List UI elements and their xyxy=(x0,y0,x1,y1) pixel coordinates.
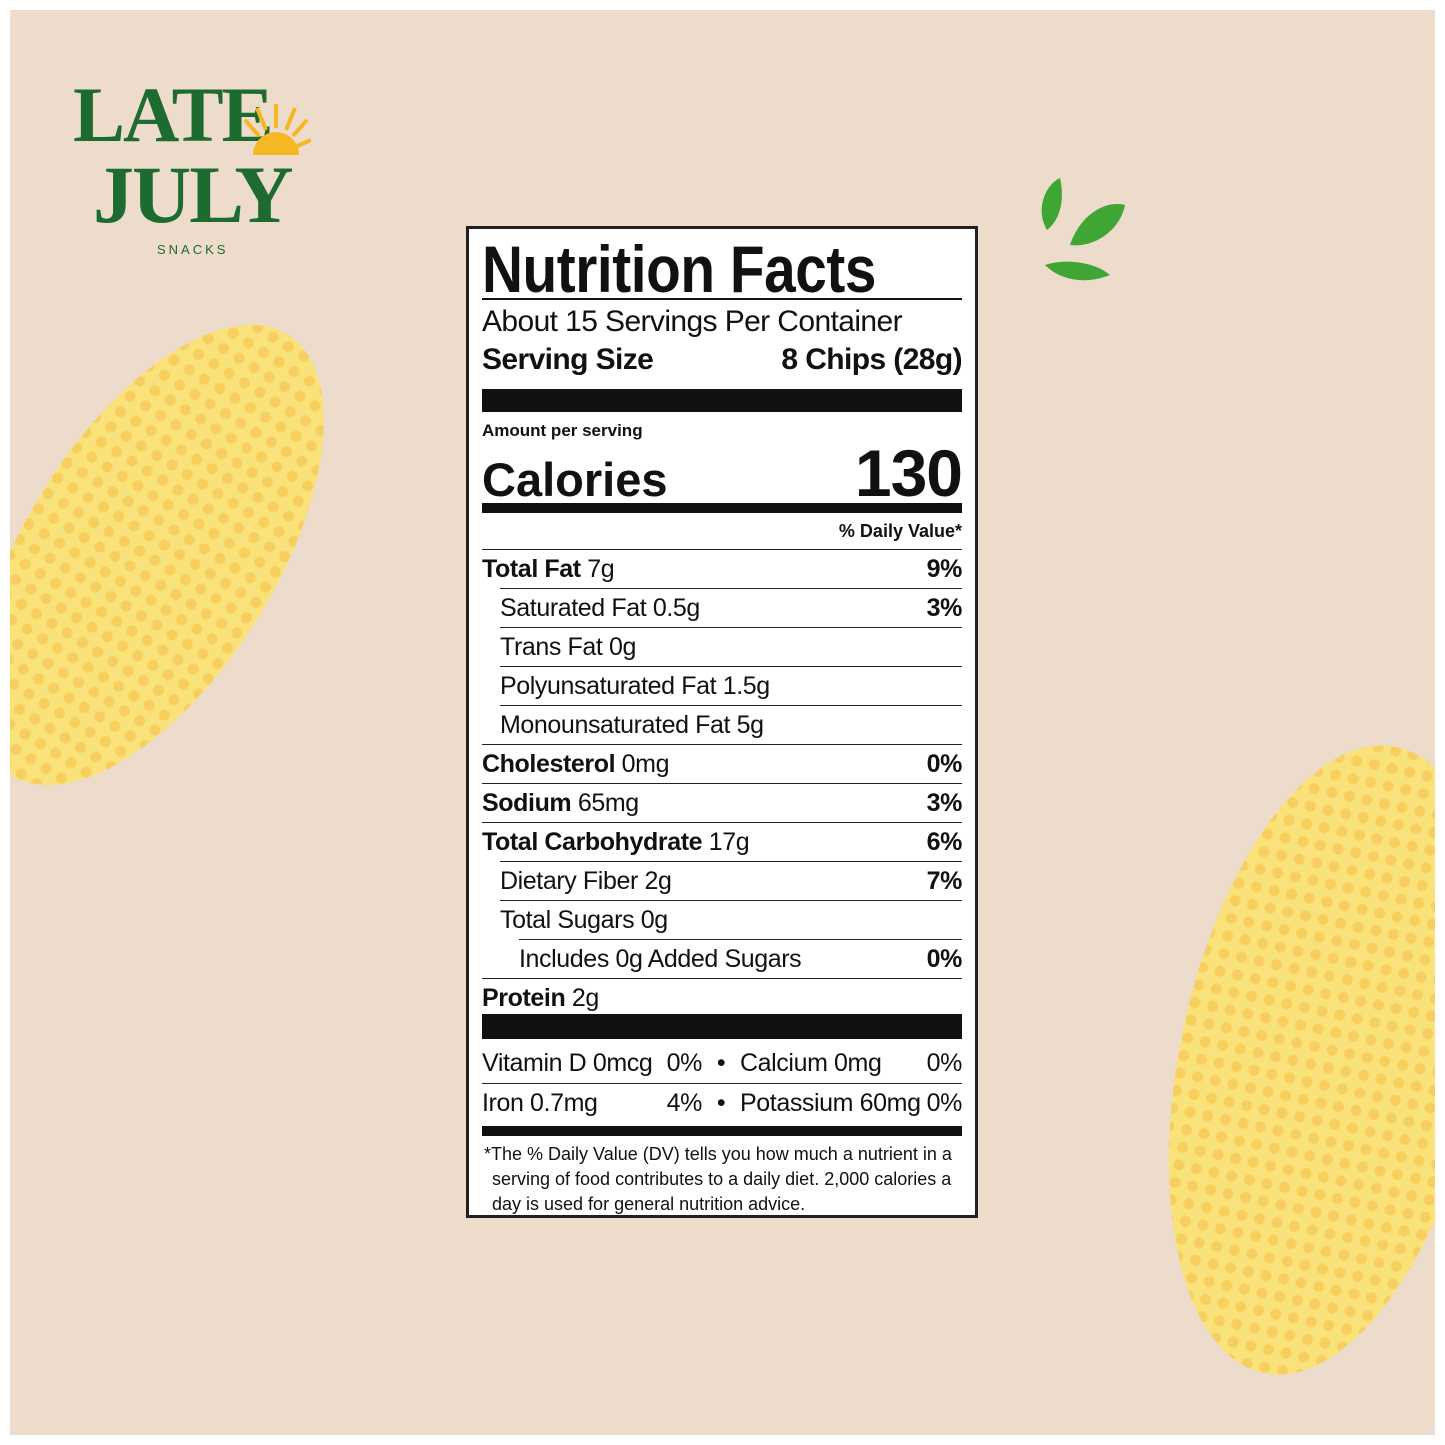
nutrient-dv: 7% xyxy=(926,867,963,895)
nutrient-amount: 0mg xyxy=(621,750,670,778)
nutrient-name-amount: Trans Fat 0g xyxy=(500,633,636,662)
vitamin-name: Iron 0.7mg xyxy=(482,1089,598,1117)
mineral-name: Calcium 0mg xyxy=(740,1049,882,1077)
servings-per-container: About 15 Servings Per Container xyxy=(482,305,903,338)
footnote: *The % Daily Value (DV) tells you how mu… xyxy=(484,1144,952,1214)
nutrient-name-amount: Sodium 65mg xyxy=(482,789,639,818)
nutrient-row: Sodium 65mg 3% xyxy=(482,783,962,823)
mineral-dv: 0% xyxy=(926,1089,963,1117)
nutrient-amount: 7g xyxy=(587,555,615,583)
nutrient-name-amount: Dietary Fiber 2g xyxy=(500,867,672,896)
sun-icon xyxy=(243,104,311,155)
vitamin-dv: 0% xyxy=(666,1049,703,1077)
nutrient-dv: 0% xyxy=(926,945,963,973)
vitamin-dv: 4% xyxy=(666,1089,703,1117)
nutrient-name: Total Sugars xyxy=(500,906,635,934)
logo-word-late: LATE xyxy=(73,71,274,158)
nutrient-amount: 2g xyxy=(644,867,672,895)
serving-size-label: Serving Size xyxy=(482,343,654,376)
nutrient-name-amount: Total Sugars 0g xyxy=(500,906,668,935)
nutrient-name: Total Carbohydrate xyxy=(482,828,703,856)
daily-value-header: % Daily Value* xyxy=(838,521,962,541)
nutrient-dv: 9% xyxy=(926,555,963,583)
nutrient-row: Total Sugars 0g xyxy=(500,900,962,940)
nutrient-name-amount: Monounsaturated Fat 5g xyxy=(500,711,764,740)
nutrient-name: Polyunsaturated Fat xyxy=(500,672,717,700)
mineral-name: Potassium 60mg xyxy=(740,1089,921,1117)
nutrient-dv: 3% xyxy=(926,789,963,817)
nutrient-name: Monounsaturated Fat xyxy=(500,711,731,739)
nutrient-dv: 0% xyxy=(926,750,963,778)
nutrient-name: Saturated Fat xyxy=(500,594,647,622)
nutrient-row: Total Carbohydrate 17g 6% xyxy=(482,822,962,862)
calories-label: Calories xyxy=(482,453,668,506)
nutrient-amount: 65mg xyxy=(577,789,639,817)
medium-divider xyxy=(482,1126,962,1136)
nutrient-row: Dietary Fiber 2g 7% xyxy=(500,861,962,901)
nutrient-name-amount: Protein 2g xyxy=(482,984,599,1013)
calories-row: Calories 130 xyxy=(482,435,963,511)
nutrient-row: Polyunsaturated Fat 1.5g xyxy=(500,666,962,706)
nutrient-name-amount: Saturated Fat 0.5g xyxy=(500,594,700,623)
nutrient-row: Monounsaturated Fat 5g xyxy=(500,705,962,745)
nutrient-amount: 1.5g xyxy=(722,672,770,700)
mineral-dv: 0% xyxy=(926,1049,963,1077)
medium-divider xyxy=(482,503,962,513)
nutrient-name-amount: Includes 0g Added Sugars xyxy=(519,945,802,974)
nutrient-dv: 3% xyxy=(926,594,963,622)
corn-cob-left-illustration xyxy=(10,268,394,842)
nutrient-amount: 0.5g xyxy=(652,594,700,622)
nutrient-name-amount: Cholesterol 0mg xyxy=(482,750,670,779)
logo-word-july: JULY xyxy=(93,149,294,240)
nutrient-amount: 17g xyxy=(708,828,750,856)
nutrient-row: Protein 2g xyxy=(482,978,962,1018)
leaf-splash-icon xyxy=(1041,178,1125,281)
nutrient-row: Trans Fat 0g xyxy=(500,627,962,667)
label-title: Nutrition Facts xyxy=(482,232,877,306)
nutrient-name: Cholesterol xyxy=(482,750,616,778)
corn-cob-right-illustration xyxy=(1116,715,1435,1405)
logo-snacks: SNACKS xyxy=(157,242,229,257)
nutrient-dv: 6% xyxy=(926,828,963,856)
nutrient-name: Includes 0g Added Sugars xyxy=(519,945,802,973)
vitamin-row: Iron 0.7mg 4% • Potassium 60mg 0% xyxy=(482,1083,962,1123)
nutrient-amount: 5g xyxy=(736,711,764,739)
nutrient-name: Dietary Fiber xyxy=(500,867,638,895)
nutrient-row: Saturated Fat 0.5g 3% xyxy=(500,588,962,628)
nutrient-name-amount: Total Fat 7g xyxy=(482,555,615,584)
vitamin-row: Vitamin D 0mcg 0% • Calcium 0mg 0% xyxy=(482,1044,962,1083)
bullet: • xyxy=(716,1089,726,1117)
nutrient-amount: 0g xyxy=(640,906,668,934)
nutrient-name: Total Fat xyxy=(482,555,581,583)
nutrient-name-amount: Polyunsaturated Fat 1.5g xyxy=(500,672,770,701)
serving-size-value: 8 Chips (28g) xyxy=(781,343,962,376)
nutrient-amount: 2g xyxy=(571,984,599,1012)
serving-size-row: Serving Size 8 Chips (28g) xyxy=(482,343,963,377)
nutrient-name: Protein xyxy=(482,984,566,1012)
nutrient-row: Includes 0g Added Sugars 0% xyxy=(519,939,962,979)
calories-value: 130 xyxy=(854,436,963,510)
footnote-text: The % Daily Value (DV) tells you how muc… xyxy=(491,1144,952,1214)
brand-logo: LATE JULY SNACKS xyxy=(65,70,325,270)
divider xyxy=(482,298,962,300)
thick-divider xyxy=(482,1014,962,1039)
bullet: • xyxy=(716,1049,726,1077)
nutrition-facts-label: Nutrition Facts About 15 Servings Per Co… xyxy=(466,226,978,1218)
nutrient-row: Cholesterol 0mg 0% xyxy=(482,744,962,784)
amount-per-serving: Amount per serving xyxy=(482,421,643,440)
nutrient-name: Sodium xyxy=(482,789,572,817)
nutrient-name-amount: Total Carbohydrate 17g xyxy=(482,828,750,857)
thick-divider xyxy=(482,389,962,412)
nutrient-row: Total Fat 7g 9% xyxy=(482,549,962,589)
vitamin-name: Vitamin D 0mcg xyxy=(482,1049,653,1077)
nutrient-amount: 0g xyxy=(609,633,637,661)
nutrient-name: Trans Fat xyxy=(500,633,603,661)
